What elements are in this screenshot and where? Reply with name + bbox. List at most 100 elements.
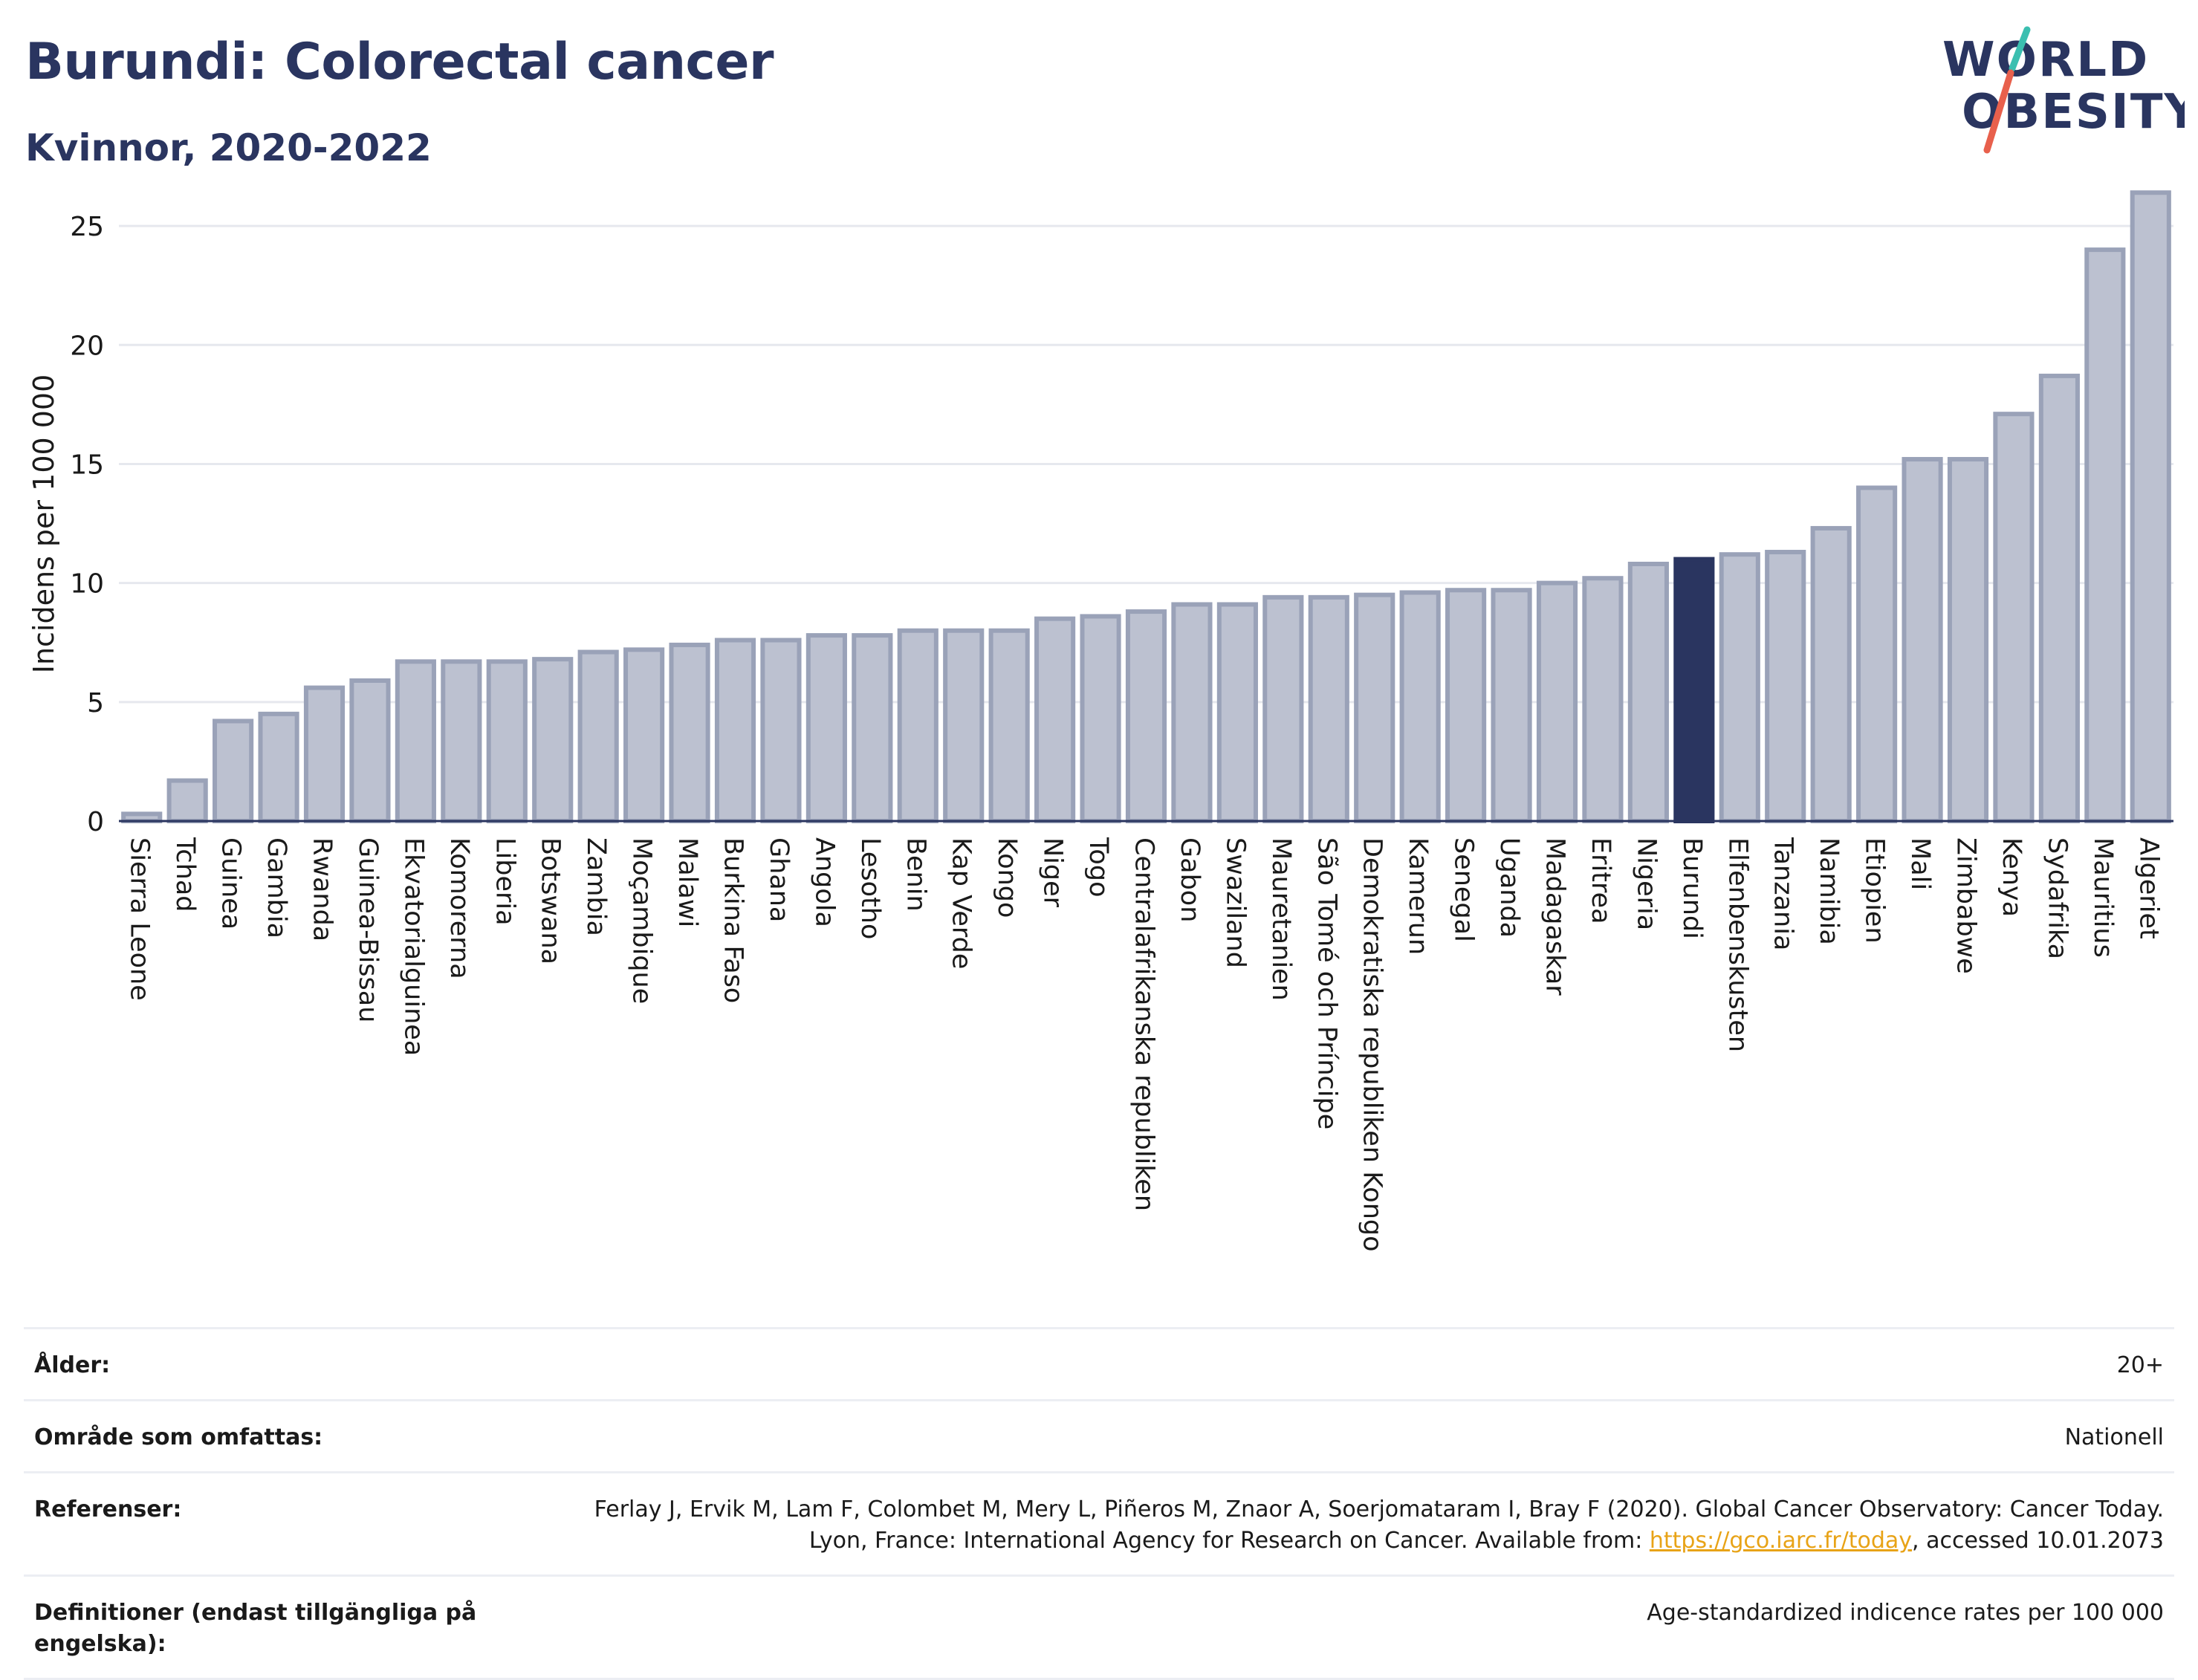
logo-line1: WORLD (1942, 33, 2149, 88)
x-tick-label: Demokratiska republiken Kongo (1358, 837, 1387, 1252)
x-tick-label: Sierra Leone (125, 837, 155, 1001)
x-tick-label: Gambia (262, 837, 291, 938)
bar (1856, 485, 1898, 824)
meta-row-age: Ålder: 20+ (24, 1327, 2174, 1399)
bar (166, 778, 208, 823)
x-tick-label: Namibia (1814, 837, 1844, 945)
x-tick-label: Benin (901, 837, 930, 912)
x-tick-label: Ghana (764, 837, 794, 922)
bar (1536, 580, 1578, 823)
bar (1902, 457, 1943, 823)
chart-subtitle: Kvinnor, 2020-2022 (25, 126, 432, 169)
x-tick-label: Gabon (1175, 837, 1205, 922)
x-tick-label: Etiopien (1860, 837, 1890, 944)
meta-age-label: Ålder: (34, 1352, 111, 1378)
world-obesity-logo: WORLD OBESITY (1942, 26, 2185, 154)
x-tick-label: Madagaskar (1540, 837, 1570, 996)
y-tick-label: 10 (70, 569, 104, 600)
x-tick-label: Guinea-Bissau (353, 837, 383, 1022)
meta-definitions-value: Age-standardized indicence rates per 100… (1647, 1600, 2164, 1626)
bar (669, 642, 710, 823)
x-tick-label: Nigeria (1631, 837, 1661, 930)
x-tick-label: Kenya (1997, 837, 2026, 917)
meta-row-references: Referenser: Ferlay J, Ervik M, Lam F, Co… (24, 1471, 2174, 1574)
x-tick-label: Guinea (216, 837, 246, 930)
x-tick-label: Tchad (170, 837, 200, 912)
x-tick-label: Togo (1083, 837, 1113, 897)
bar (1445, 588, 1487, 823)
x-tick-label: Niger (1038, 837, 1068, 908)
meta-definitions-label: Definitioner (endast tillgängliga på eng… (34, 1600, 477, 1657)
x-tick-label: Mauretanien (1266, 837, 1296, 1001)
bar (258, 711, 299, 823)
bar (1582, 576, 1624, 823)
bar-highlight (1673, 557, 1715, 823)
bars (121, 190, 2171, 824)
bar (2130, 190, 2171, 823)
x-tick-label: Algeriet (2133, 837, 2163, 939)
bar (213, 719, 254, 824)
x-tick-label: Rwanda (308, 837, 337, 941)
bar (1491, 588, 1532, 823)
x-tick-label: Tanzania (1769, 837, 1798, 950)
reference-link[interactable]: https://gco.iarc.fr/today (1649, 1528, 1913, 1554)
bar (897, 628, 938, 823)
bar (943, 628, 985, 823)
y-tick-label: 0 (87, 807, 104, 837)
x-tick-label: Eritrea (1586, 837, 1615, 924)
x-tick-label: Moçambique (627, 837, 657, 1004)
bar (2084, 247, 2126, 824)
y-tick-label: 15 (70, 450, 104, 480)
bar (577, 649, 619, 824)
meta-row-area: Område som omfattas: Nationell (24, 1399, 2174, 1471)
bar (1627, 562, 1669, 823)
metadata-table: Ålder: 20+ Område som omfattas: Nationel… (24, 1327, 2174, 1680)
x-tick-label: Mauritius (2088, 837, 2118, 958)
x-tick-label: São Tomé och Príncipe (1312, 837, 1341, 1129)
bar (1125, 609, 1167, 824)
y-tick-label: 20 (70, 331, 104, 361)
x-tick-label: Kap Verde (947, 837, 976, 969)
bar-chart: 0 5 10 15 20 25 Sierra Leone Tchad Guinea Gambia R… (27, 190, 2173, 1252)
x-tick-label: Burkina Faso (719, 837, 748, 1003)
x-tick-label: Ekvatorialguinea (398, 837, 428, 1056)
bar (1308, 594, 1349, 824)
x-tick-label: Liberia (490, 837, 519, 926)
meta-area-label: Område som omfattas: (34, 1424, 323, 1450)
axes: 0 5 10 15 20 25 Sierra Leone Tchad Guinea Gambia R… (70, 212, 2173, 1252)
x-tick-label: Zimbabwe (1951, 837, 1981, 974)
bar (988, 628, 1030, 823)
bar (1034, 616, 1076, 823)
x-tick-label: Uganda (1494, 837, 1524, 938)
bar (623, 647, 665, 823)
bar (1399, 590, 1441, 823)
bar (852, 633, 893, 823)
x-tick-label: Angola (809, 837, 839, 927)
bar (1216, 602, 1258, 823)
x-tick-label: Kongo (992, 837, 1022, 918)
bar (1080, 614, 1121, 824)
bar (1719, 552, 1760, 823)
x-tick-label: Swaziland (1220, 837, 1250, 968)
x-tick-label: Elfenbenskusten (1722, 837, 1752, 1052)
meta-references-value: Ferlay J, Ervik M, Lam F, Colombet M, Me… (529, 1494, 2164, 1557)
bar (349, 678, 391, 824)
bar (532, 657, 574, 823)
bar (2038, 373, 2080, 823)
x-tick-label: Botswana (536, 837, 565, 964)
bar (760, 638, 802, 823)
bar (1810, 525, 1852, 823)
x-tick-label: Senegal (1449, 837, 1479, 942)
bar (1354, 592, 1395, 823)
bar (805, 633, 847, 823)
bar (1947, 457, 1989, 823)
bar (714, 638, 756, 823)
y-tick-label: 5 (87, 688, 104, 719)
bar (441, 659, 482, 824)
reference-accessed: , accessed 10.01.2073 (1912, 1528, 2164, 1554)
x-tick-label: Lesotho (855, 837, 885, 939)
bar (486, 659, 528, 824)
bar (303, 685, 346, 823)
chart-title: Burundi: Colorectal cancer (25, 33, 774, 91)
x-tick-label: Zambia (581, 837, 611, 936)
